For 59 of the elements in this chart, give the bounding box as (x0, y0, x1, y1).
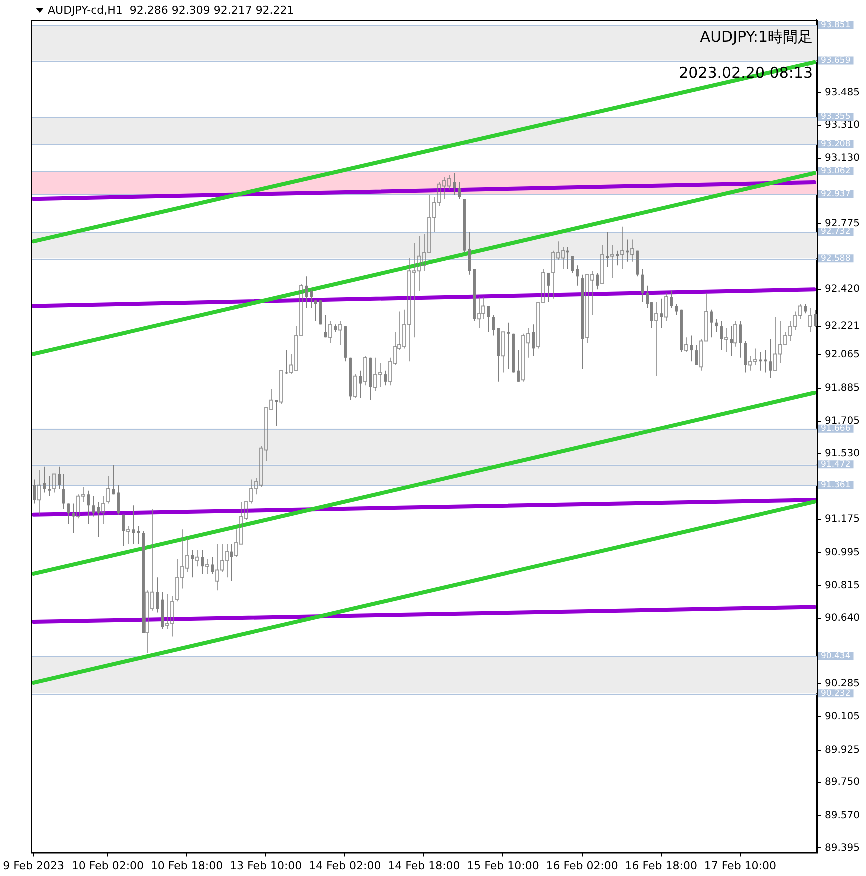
ref-line-label: 92.588 (821, 254, 851, 264)
x-tick-label: 14 Feb 18:00 (388, 859, 460, 872)
candlestick (468, 232, 471, 276)
y-tick-label: 93.485 (825, 88, 860, 99)
ref-line-label: 90.232 (821, 688, 851, 699)
ref-line-label: 93.208 (821, 139, 851, 150)
text: AUDJPY:1時間足 (700, 28, 814, 46)
candlestick (492, 314, 495, 336)
candlestick (715, 318, 718, 333)
candlestick (62, 474, 65, 510)
candlestick (137, 525, 140, 545)
ref-line-label: 93.659 (821, 56, 851, 66)
ref-line-label: 92.732 (821, 227, 851, 238)
x-tick-label: 10 Feb 02:00 (72, 859, 144, 872)
y-tick-label: 90.105 (825, 712, 860, 723)
candlestick (641, 268, 644, 304)
ref-line-label: 93.355 (821, 112, 851, 122)
y-tick-label: 90.285 (825, 678, 860, 690)
x-tick-label: 10 Feb 18:00 (150, 859, 224, 872)
y-tick-label: 89.750 (825, 777, 860, 788)
y-tick-label: 91.175 (825, 514, 860, 526)
y-tick-label: 91.530 (825, 448, 860, 460)
annotation: 2023.02.20 08:13 (679, 64, 814, 82)
x-tick-label: 14 Feb 02:00 (309, 859, 382, 872)
candlestick (310, 289, 313, 309)
candlestick (92, 496, 95, 518)
y-tick-label: 89.925 (825, 744, 860, 756)
y-tick-label: 89.570 (825, 810, 860, 822)
candlestick (314, 300, 317, 322)
y-tick-label: 90.815 (825, 580, 860, 592)
x-tick-label: 15 Feb 10:00 (467, 859, 540, 872)
x-tick-label: 9 Feb 2023 (3, 859, 65, 872)
candlestick (571, 256, 574, 274)
y-tick-label: 91.885 (825, 382, 860, 394)
candlestick (117, 484, 120, 516)
y-tick-label: 92.420 (825, 284, 860, 296)
y-tick-label: 93.310 (825, 120, 860, 131)
y-tick-label: 90.995 (825, 547, 860, 558)
ref-line-label: 92.937 (821, 189, 851, 200)
ref-line-label: 93.062 (821, 166, 851, 176)
ref-line-label: 93.851 (821, 20, 851, 31)
ref-line-label: 91.472 (821, 460, 851, 470)
y-tick-label: 93.130 (825, 153, 860, 164)
candlestick (458, 182, 461, 200)
ref-line-label: 90.434 (821, 652, 851, 662)
y-tick-label: 92.065 (825, 350, 860, 361)
x-tick-label: 16 Feb 02:00 (546, 859, 618, 872)
ref-line-label: 91.361 (821, 480, 851, 490)
x-tick-label: 17 Feb 10:00 (704, 859, 777, 872)
candlestick (675, 304, 678, 316)
chart-title: AUDJPY-cd,H1 92.286 92.309 92.217 92.221 (48, 4, 294, 16)
x-tick-label: 13 Feb 10:00 (230, 859, 302, 872)
y-tick-label: 90.640 (825, 612, 860, 624)
y-tick-label: 89.395 (825, 842, 860, 854)
x-tick-label: 16 Feb 18:00 (625, 859, 698, 872)
ref-line-label: 91.666 (821, 424, 851, 434)
candlestick (67, 503, 70, 525)
candlestick (576, 265, 579, 286)
y-tick-label: 92.221 (825, 320, 860, 332)
